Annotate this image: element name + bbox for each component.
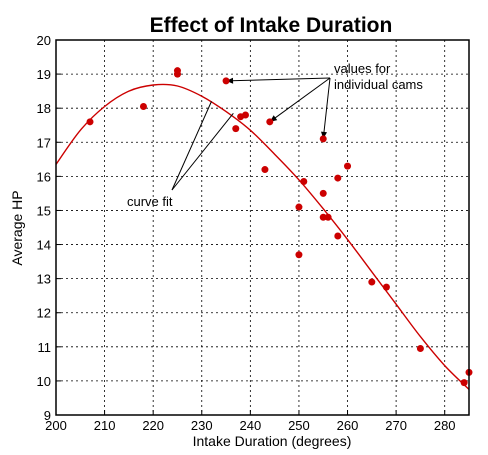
x-tick-label: 260 — [337, 418, 359, 433]
data-point — [324, 213, 332, 221]
x-tick-labels: 200 210 220 230 240 250 260 270 280 — [45, 410, 456, 433]
annotation-arrows — [171, 77, 331, 191]
curve-fit-annotation-line — [171, 112, 234, 191]
values-annotation-line2: individual cams — [334, 77, 423, 92]
data-point — [382, 283, 390, 291]
y-tick-label: 15 — [37, 203, 51, 218]
curve-fit-layer — [55, 83, 470, 390]
x-tick-label: 210 — [94, 418, 116, 433]
y-tick-labels: 9 10 11 12 13 14 15 16 17 18 19 20 — [37, 33, 61, 423]
values-annotation-line1: values for — [334, 61, 391, 76]
data-point — [368, 278, 376, 286]
data-point — [300, 177, 308, 185]
values-annotation-arrowhead — [226, 77, 234, 84]
data-point — [344, 162, 352, 170]
x-tick-label: 270 — [385, 418, 407, 433]
y-tick-label: 17 — [37, 135, 51, 150]
values-annotation-line — [322, 77, 331, 139]
y-tick-label: 14 — [37, 238, 51, 253]
y-tick-label: 20 — [37, 33, 51, 48]
x-tick-label: 200 — [45, 418, 67, 433]
data-point — [241, 111, 249, 119]
data-point — [295, 203, 303, 211]
curve-fit-annotation-line — [171, 101, 212, 191]
x-tick-label: 250 — [288, 418, 310, 433]
data-point — [86, 118, 94, 126]
data-point — [319, 213, 327, 221]
y-tick-label: 16 — [37, 169, 51, 184]
values-annotation-line — [226, 77, 331, 82]
data-point — [334, 232, 342, 240]
data-point — [460, 379, 468, 387]
data-point — [295, 251, 303, 259]
curve-fit-line — [55, 83, 470, 390]
curve-fit-annotation: curve fit — [127, 194, 173, 209]
y-axis-label: Average HP — [9, 190, 25, 265]
chart-title: Effect of Intake Duration — [150, 14, 393, 37]
x-tick-label: 280 — [434, 418, 456, 433]
data-point — [319, 189, 327, 197]
x-axis-label: Intake Duration (degrees) — [193, 433, 352, 449]
data-point — [222, 77, 230, 85]
plot-frame — [55, 39, 470, 416]
data-point — [173, 67, 181, 75]
data-points — [86, 67, 473, 387]
x-tick-label: 240 — [240, 418, 262, 433]
x-tick-label: 220 — [142, 418, 164, 433]
data-point — [416, 345, 424, 353]
data-point — [261, 166, 269, 174]
data-point — [139, 102, 147, 110]
values-annotation-arrowhead — [321, 131, 327, 139]
data-point — [266, 118, 274, 126]
data-point — [334, 174, 342, 182]
values-annotation-line — [269, 77, 331, 123]
y-tick-label: 9 — [44, 408, 51, 423]
y-tick-label: 19 — [37, 67, 51, 82]
data-point — [232, 125, 240, 133]
x-tick-label: 230 — [191, 418, 213, 433]
y-tick-label: 18 — [37, 101, 51, 116]
data-point — [319, 135, 327, 143]
y-tick-label: 13 — [37, 272, 51, 287]
y-tick-label: 11 — [38, 340, 52, 355]
y-tick-label: 12 — [37, 306, 51, 321]
y-tick-label: 10 — [37, 374, 51, 389]
